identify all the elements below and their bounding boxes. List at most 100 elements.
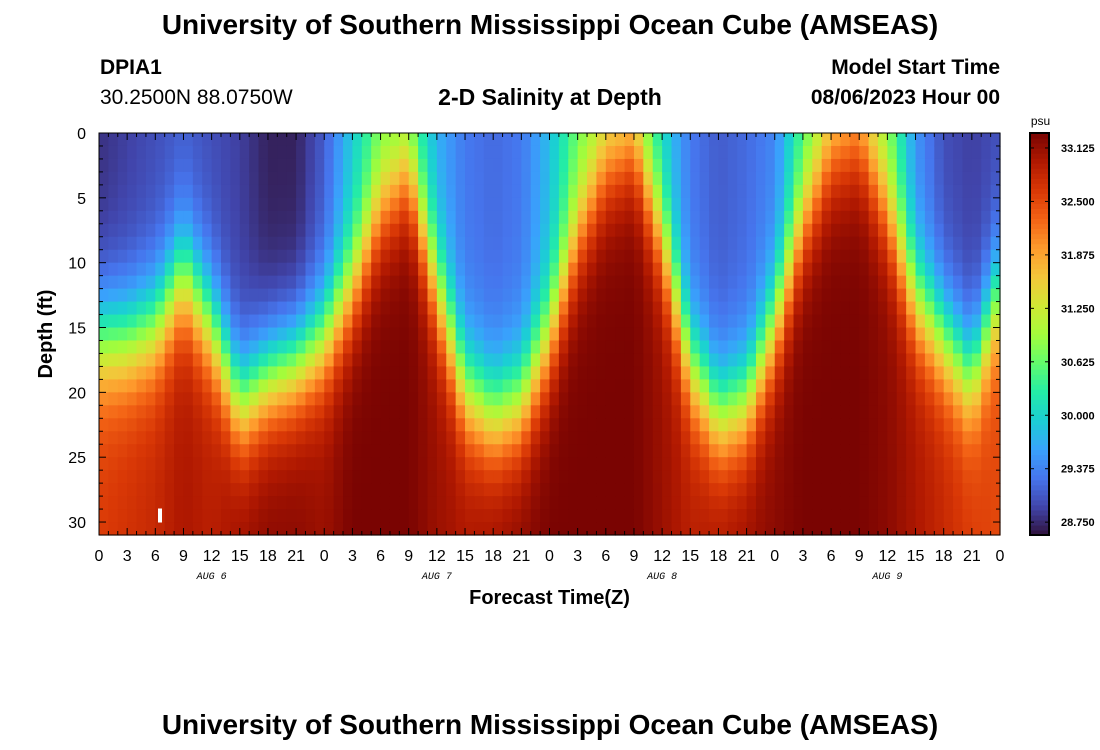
heatmap-cell (174, 171, 185, 186)
heatmap-cell (267, 457, 278, 471)
heatmap-cell (887, 379, 898, 393)
heatmap-cell (418, 496, 429, 510)
heatmap-cell (324, 470, 335, 484)
heatmap-cell (371, 522, 382, 536)
heatmap-cell (737, 158, 748, 173)
heatmap-cell (765, 301, 776, 316)
heatmap-cell (399, 509, 410, 523)
heatmap-cell (568, 288, 579, 303)
heatmap-cell (877, 223, 888, 238)
heatmap-cell (831, 171, 842, 186)
heatmap-cell (211, 379, 222, 393)
heatmap-cell (831, 184, 842, 199)
heatmap-cell (239, 314, 250, 329)
heatmap-cell (774, 366, 785, 380)
heatmap-cell (906, 236, 917, 251)
heatmap-cell (361, 210, 372, 225)
heatmap-cell (277, 236, 288, 251)
heatmap-cell (953, 158, 964, 173)
heatmap-cell (155, 340, 166, 355)
heatmap-cell (774, 275, 785, 290)
heatmap-cell (183, 210, 194, 225)
heatmap-cell (258, 145, 269, 160)
heatmap-cell (127, 171, 138, 186)
heatmap-cell (699, 470, 710, 484)
day-label: AUG 7 (421, 572, 452, 583)
heatmap-cell (887, 366, 898, 380)
heatmap-cell (371, 223, 382, 238)
heatmap-cell (690, 457, 701, 471)
heatmap-cell (990, 236, 1001, 251)
heatmap-cell (164, 236, 175, 251)
heatmap-cell (671, 145, 682, 160)
heatmap-cell (633, 210, 644, 225)
heatmap-cell (802, 444, 813, 458)
heatmap-cell (990, 275, 1001, 290)
heatmap-cell (624, 145, 635, 160)
heatmap-cell (906, 158, 917, 173)
heatmap-cell (389, 249, 400, 264)
heatmap-cell (690, 444, 701, 458)
heatmap-cell (577, 418, 588, 432)
heatmap-cell (127, 275, 138, 290)
heatmap-cell (136, 444, 147, 458)
heatmap-cell (296, 223, 307, 238)
colorbar-segment (1030, 374, 1049, 380)
heatmap-cell (483, 145, 494, 160)
heatmap-cell (709, 496, 720, 510)
heatmap-cell (136, 145, 147, 160)
heatmap-cell (953, 236, 964, 251)
heatmap-cell (615, 431, 626, 445)
heatmap-cell (371, 353, 382, 368)
heatmap-cell (502, 340, 513, 355)
heatmap-cell (934, 275, 945, 290)
heatmap-cell (371, 470, 382, 484)
heatmap-cell (765, 340, 776, 355)
heatmap-cell (155, 379, 166, 393)
heatmap-cell (521, 314, 532, 329)
heatmap-cell (737, 262, 748, 277)
heatmap-cell (633, 405, 644, 419)
heatmap-cell (465, 275, 476, 290)
heatmap-cell (765, 392, 776, 406)
heatmap-cell (840, 158, 851, 173)
heatmap-cell (633, 236, 644, 251)
heatmap-cell (840, 249, 851, 264)
heatmap-cell (127, 301, 138, 316)
heatmap-cell (427, 314, 438, 329)
heatmap-cell (239, 457, 250, 471)
heatmap-cell (896, 418, 907, 432)
heatmap-cell (493, 197, 504, 212)
heatmap-cell (643, 327, 654, 342)
heatmap-cell (474, 197, 485, 212)
heatmap-cell (305, 184, 316, 199)
heatmap-cell (239, 496, 250, 510)
heatmap-cell (117, 301, 128, 316)
heatmap-cell (192, 301, 203, 316)
heatmap-cell (211, 509, 222, 523)
heatmap-cell (765, 288, 776, 303)
heatmap-cell (831, 145, 842, 160)
heatmap-cell (643, 262, 654, 277)
heatmap-cell (802, 197, 813, 212)
heatmap-cell (699, 223, 710, 238)
heatmap-cell (859, 249, 870, 264)
heatmap-cell (718, 392, 729, 406)
heatmap-cell (859, 392, 870, 406)
heatmap-cell (249, 457, 260, 471)
heatmap-cell (145, 483, 156, 497)
heatmap-cell (436, 496, 447, 510)
heatmap-cell (962, 275, 973, 290)
heatmap-cell (540, 431, 551, 445)
heatmap-cell (924, 379, 935, 393)
heatmap-cell (192, 197, 203, 212)
heatmap-cell (643, 301, 654, 316)
heatmap-cell (709, 249, 720, 264)
heatmap-cell (99, 418, 109, 432)
heatmap-cell (596, 223, 607, 238)
heatmap-cell (737, 457, 748, 471)
heatmap-cell (877, 197, 888, 212)
heatmap-cell (540, 366, 551, 380)
heatmap-cell (371, 444, 382, 458)
heatmap-cell (239, 301, 250, 316)
